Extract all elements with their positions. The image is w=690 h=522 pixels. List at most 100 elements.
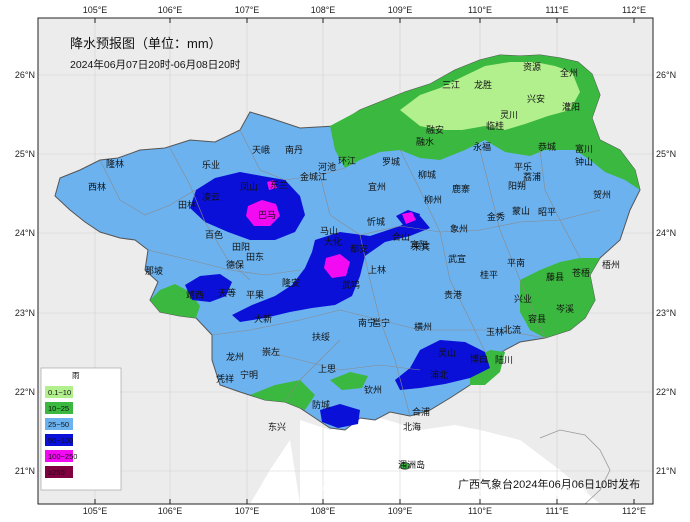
city-label: 宁明 [240, 369, 258, 380]
city-label: 北流 [503, 324, 521, 335]
legend-label: 50~100 [48, 436, 73, 445]
city-label: 平乐 [514, 161, 532, 172]
lon-label: 112°E [622, 5, 646, 15]
city-label: 巴马 [258, 210, 276, 220]
city-label: 天峨 [252, 144, 270, 155]
city-label: 河池 [318, 161, 336, 172]
city-label: 都安 [350, 243, 368, 254]
city-label: 陆川 [495, 354, 513, 365]
city-label: 浦北 [430, 369, 448, 380]
city-label: 合山 [392, 231, 410, 242]
neighbor-peninsula [539, 429, 611, 505]
city-label: 上思 [318, 364, 336, 374]
lat-label: 25°N [15, 149, 35, 159]
legend-label: 100~250 [48, 452, 77, 461]
lat-labels-left: 26°N 25°N 24°N 23°N 22°N 21°N [15, 70, 35, 476]
city-label: 田阳 [232, 242, 250, 252]
rain-zone-10-25-southwest [250, 380, 315, 410]
lon-label: 108°E [311, 506, 336, 516]
city-label: 藤县 [546, 271, 564, 282]
lat-labels-right: 26°N 25°N 24°N 23°N 22°N 21°N [656, 70, 676, 476]
lon-label: 105°E [83, 506, 108, 516]
map-frame [37, 17, 654, 505]
legend-swatch [45, 450, 73, 462]
legend-label: 0.1~10 [48, 388, 71, 397]
city-label: 临桂 [486, 120, 504, 131]
city-label: 梧州 [602, 259, 620, 270]
city-label: 乐业 [202, 159, 220, 170]
rain-zone-10-25-east [520, 258, 600, 338]
watermark-wechat: 公众号 · 广西新闻频道 [470, 485, 589, 500]
sea-area [300, 410, 600, 504]
city-label: 南丹 [285, 144, 303, 155]
rain-zone-50-100-west [185, 274, 232, 302]
lon-labels-top: 105°E 106°E 107°E 108°E 109°E 110°E 111°… [83, 5, 646, 15]
city-label: 马山 [320, 226, 338, 236]
city-label: 容县 [528, 313, 546, 324]
legend: 雨 0.1~10 10~25 25~50 50~100 100~250 ≥250 [40, 367, 122, 491]
county-boundaries [99, 129, 601, 417]
city-label: 灌阳 [562, 101, 580, 112]
city-label: 阳朔 [508, 180, 526, 191]
legend-heading: 雨 [72, 371, 80, 380]
city-label: 南宁 [358, 317, 376, 328]
lon-label: 105°E [83, 5, 108, 15]
lat-label: 22°N [15, 387, 35, 397]
lat-label: 25°N [656, 149, 676, 159]
city-label: 凤山 [240, 182, 258, 192]
city-label: 东兰 [270, 179, 288, 190]
city-label: 三江 [442, 80, 460, 90]
city-labels: 三江 龙胜 资源 全州 兴安 灌阳 融安 灵川 临桂 恭城 钟山 富川 融水 永… [88, 62, 620, 470]
city-label: 扶绥 [312, 331, 330, 342]
legend-swatch [45, 418, 73, 430]
city-label: 柳城 [418, 169, 436, 180]
city-label: 全州 [560, 67, 578, 78]
lat-label: 21°N [15, 466, 35, 476]
legend-swatch [45, 434, 73, 446]
city-label: 大化 [324, 236, 342, 247]
city-label: 苍梧 [572, 267, 590, 278]
lon-label: 107°E [235, 5, 260, 15]
city-label: 昭平 [538, 207, 556, 217]
lon-label: 106°E [158, 5, 183, 15]
rain-zone-50-100-southeast [395, 340, 490, 390]
city-label: 兴业 [514, 294, 532, 304]
city-label: 融水 [416, 136, 434, 147]
city-label: 大新 [254, 313, 272, 324]
city-label: 贺州 [593, 189, 611, 200]
legend-label: ≥250 [48, 468, 65, 477]
city-label: 灵山 [438, 348, 456, 358]
weizhou-island [399, 462, 411, 470]
lat-label: 22°N [656, 387, 676, 397]
city-label: 隆安 [282, 277, 300, 288]
city-label: 百色 [205, 229, 223, 240]
city-label: 崇左 [262, 346, 280, 357]
city-label: 钟山 [575, 156, 593, 167]
city-label: 环江 [338, 156, 356, 166]
rain-zone-100-250-bama [246, 200, 280, 226]
lon-label: 107°E [235, 506, 260, 516]
lon-label: 111°E [545, 5, 568, 15]
rain-zone-0-10-northeast [400, 62, 580, 130]
tick-marks [94, 18, 635, 504]
city-label: 蒙山 [512, 205, 530, 216]
city-label: 来宾 [412, 241, 430, 252]
city-label: 龙胜 [474, 79, 492, 90]
city-label: 靖西 [186, 289, 204, 300]
city-label: 武鸣 [342, 279, 360, 290]
rain-zone-100-250-east [402, 212, 416, 224]
city-label: 那坡 [145, 265, 163, 276]
city-label: 隆林 [106, 158, 124, 169]
lon-label: 110°E [468, 5, 492, 15]
lon-label: 111°E [545, 506, 568, 516]
city-label: 罗城 [382, 157, 400, 167]
city-label: 凌云 [202, 191, 220, 202]
city-label: 武宣 [448, 253, 466, 264]
map-title: 降水预报图（单位：mm） [70, 36, 222, 51]
rain-zone-50-100-coast [320, 404, 360, 428]
city-label: 平果 [246, 290, 264, 300]
legend-swatch [45, 386, 73, 398]
city-label: 天等 [218, 287, 236, 298]
